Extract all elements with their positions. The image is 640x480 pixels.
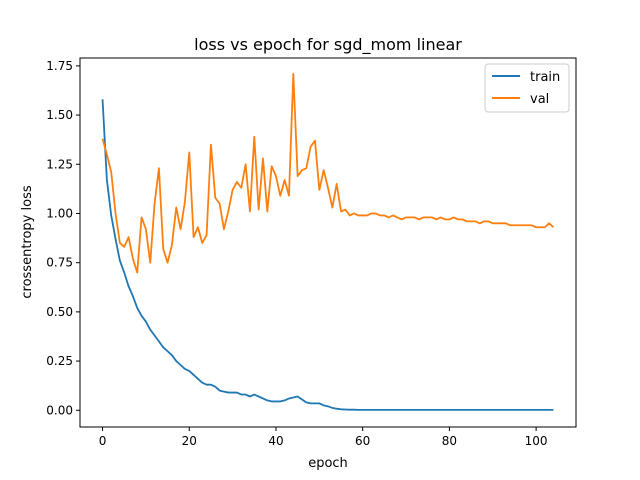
- series-group: [101, 72, 555, 411]
- y-tick-label: 0.25: [46, 354, 73, 368]
- y-tick-label: 1.50: [46, 108, 73, 122]
- y-tick-label: 1.75: [46, 59, 73, 73]
- x-tick-label: 80: [442, 434, 457, 448]
- y-tick-label: 0.50: [46, 305, 73, 319]
- axes-frame: [79, 57, 577, 428]
- y-tick-label: 1.25: [46, 157, 73, 171]
- x-tick-label: 40: [268, 434, 283, 448]
- legend-label-val: val: [530, 92, 549, 107]
- x-axis-label: epoch: [308, 456, 348, 471]
- y-tick-label: 1.00: [46, 206, 73, 220]
- y-axis-label: crossentropy loss: [20, 185, 35, 298]
- y-tick-label: 0.75: [46, 256, 73, 270]
- y-axis-ticks: 0.00 0.25 0.50 0.75 1.00 1.25 1.50 1.75: [46, 59, 80, 417]
- y-tick-label: 0.00: [46, 403, 73, 417]
- x-tick-label: 0: [99, 434, 107, 448]
- legend: train val: [484, 63, 570, 113]
- x-tick-label: 60: [355, 434, 370, 448]
- legend-label-train: train: [530, 70, 560, 85]
- x-tick-label: 100: [525, 434, 548, 448]
- series-line-val: [101, 72, 555, 274]
- x-axis-ticks: 0 20 40 60 80 100: [99, 427, 548, 448]
- chart-title: loss vs epoch for sgd_mom linear: [194, 35, 462, 55]
- x-tick-label: 20: [182, 434, 197, 448]
- plot-area: [79, 57, 577, 428]
- series-line-train: [101, 99, 554, 411]
